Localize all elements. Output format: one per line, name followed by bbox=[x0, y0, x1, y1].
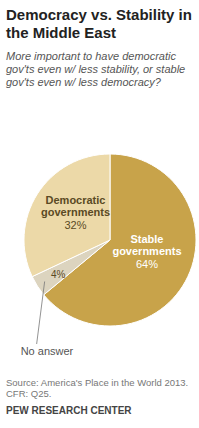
slice-name: No answer bbox=[21, 345, 74, 357]
subtitle: More important to have democraticgov'ts … bbox=[6, 50, 185, 88]
text-line: More important to have democratic bbox=[6, 50, 176, 62]
slice-name: Democraticgovernments bbox=[41, 194, 110, 218]
chart: Democracy vs. Stability inthe Middle Eas… bbox=[0, 0, 199, 428]
text-line: Democratic bbox=[46, 194, 106, 206]
credit: PEW RESEARCH CENTER bbox=[6, 405, 132, 416]
text-line: governments bbox=[41, 206, 110, 218]
text-line: CFR: Q25. bbox=[6, 388, 51, 399]
text-line: gov'ts even w/ less democracy? bbox=[6, 76, 162, 88]
pie-slice bbox=[24, 154, 110, 277]
data-label: 64% bbox=[136, 258, 158, 270]
source: Source: America's Place in the World 201… bbox=[6, 377, 188, 399]
text-line: gov'ts even w/ less stability, or stable bbox=[6, 63, 185, 75]
pie bbox=[24, 154, 196, 326]
data-label: 4% bbox=[51, 269, 66, 280]
text-line: Source: America's Place in the World 201… bbox=[6, 377, 188, 388]
text-line: Democracy vs. Stability in bbox=[6, 6, 192, 23]
text-line: governments bbox=[112, 245, 181, 257]
text-line: Stable bbox=[130, 233, 163, 245]
text-line: the Middle East bbox=[6, 24, 116, 41]
slice-name: Stablegovernments bbox=[112, 233, 181, 257]
title: Democracy vs. Stability inthe Middle Eas… bbox=[6, 6, 192, 41]
leader-line bbox=[37, 281, 45, 344]
labels: Stablegovernments64%4%No answerDemocrati… bbox=[21, 194, 182, 357]
data-label: 32% bbox=[64, 219, 86, 231]
